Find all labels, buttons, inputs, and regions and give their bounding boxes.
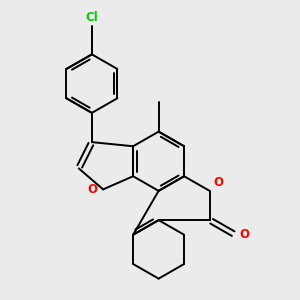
Text: O: O <box>239 228 249 241</box>
Text: O: O <box>88 183 98 196</box>
Text: Cl: Cl <box>85 11 98 24</box>
Text: O: O <box>213 176 224 189</box>
